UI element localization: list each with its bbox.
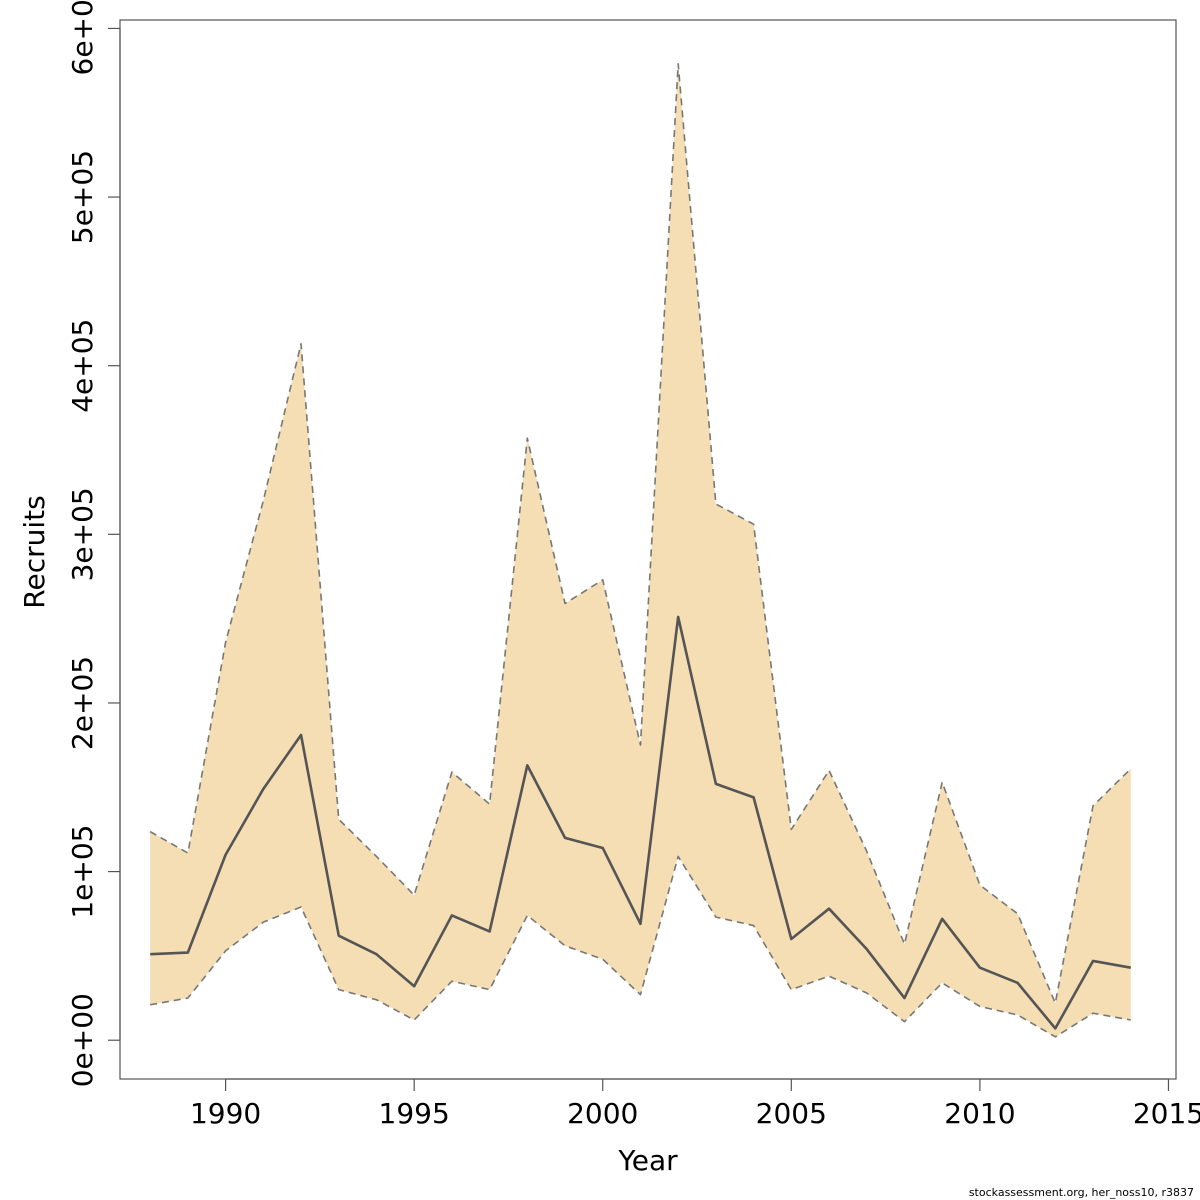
footer-credit: stockassessment.org, her_noss10, r3837	[969, 1186, 1194, 1199]
y-tick-label: 1e+05	[66, 825, 99, 919]
x-tick-label: 1990	[190, 1097, 261, 1130]
y-axis-title: Recruits	[18, 495, 51, 608]
upper-bound-line	[149, 63, 1132, 1004]
y-tick-label: 2e+05	[66, 656, 99, 750]
estimate-line	[150, 615, 1131, 1030]
confidence-band	[150, 63, 1131, 1037]
x-tick-label: 2015	[1133, 1097, 1200, 1130]
x-tick-label: 1995	[379, 1097, 450, 1130]
y-tick-label: 5e+05	[66, 150, 99, 244]
x-tick-label: 2000	[567, 1097, 638, 1130]
x-axis: 1990 1995 2000 2005 2010 2015	[190, 1078, 1200, 1130]
lower-bound-line	[150, 855, 1131, 1038]
y-tick-label: 6e+05	[66, 0, 99, 76]
y-tick-label: 3e+05	[66, 487, 99, 581]
x-tick-label: 2010	[944, 1097, 1015, 1130]
y-tick-label: 0e+00	[66, 993, 99, 1087]
y-tick-label: 4e+05	[66, 319, 99, 413]
x-tick-label: 2005	[756, 1097, 827, 1130]
x-axis-title: Year	[617, 1144, 678, 1177]
y-axis: 0e+00 1e+05 2e+05 3e+05 4e+05 5e+05 6e+05	[66, 0, 121, 1087]
